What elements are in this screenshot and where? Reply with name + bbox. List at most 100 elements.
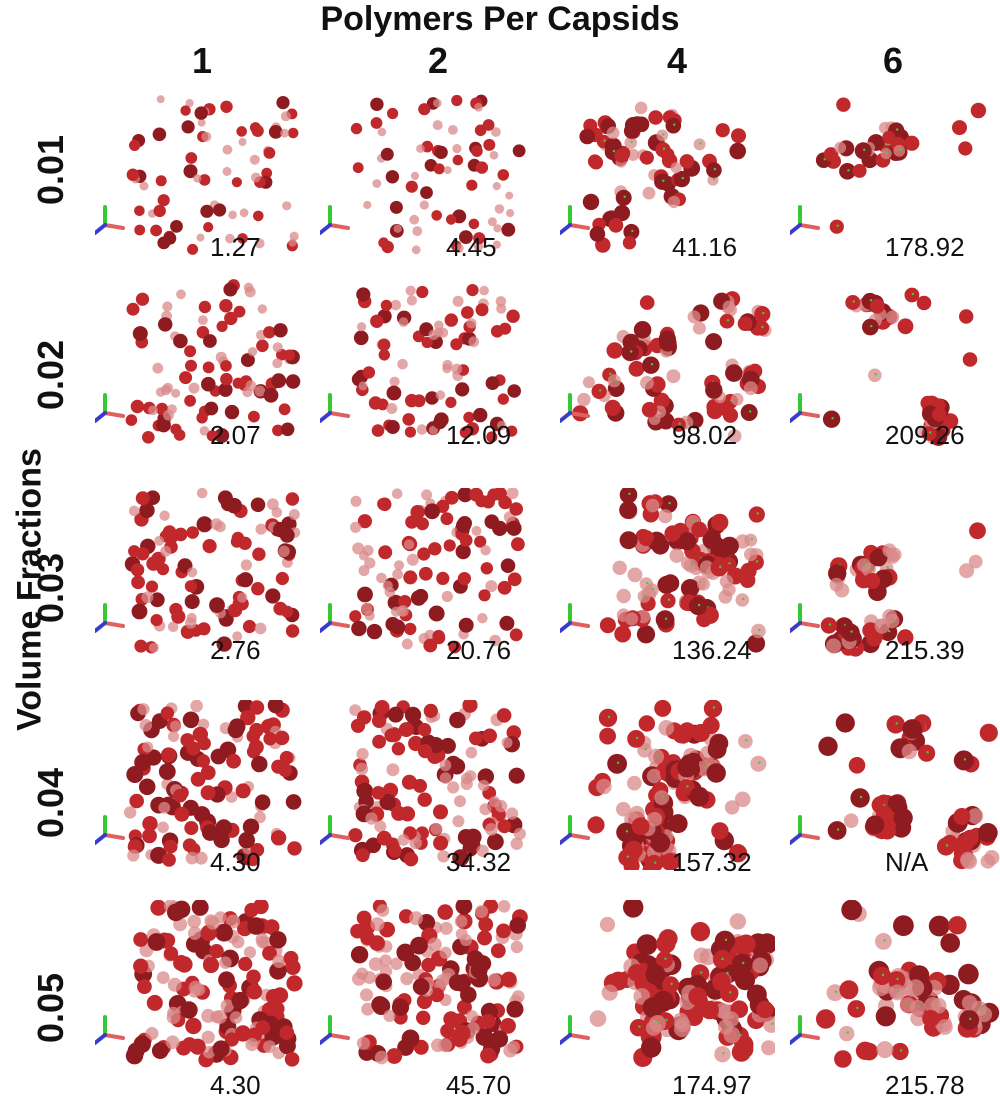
capsid-particle bbox=[497, 393, 509, 405]
capsid-particle bbox=[401, 774, 417, 790]
polymer-bead bbox=[917, 1005, 920, 1008]
capsid-particle bbox=[922, 1010, 940, 1028]
capsid-particle bbox=[179, 371, 193, 385]
polymer-bead bbox=[638, 1025, 641, 1028]
capsid-particle bbox=[862, 622, 879, 639]
polymer-bead bbox=[697, 603, 701, 607]
capsid-particle bbox=[247, 347, 258, 357]
capsid-particle bbox=[513, 827, 526, 840]
polymer-bead bbox=[885, 151, 889, 154]
capsid-particle bbox=[386, 385, 402, 401]
capsid-cluster-render bbox=[790, 713, 1000, 870]
capsid-particle bbox=[689, 786, 710, 807]
capsid-particle bbox=[255, 932, 269, 946]
capsid-particle bbox=[248, 739, 264, 755]
capsid-particle bbox=[174, 806, 190, 822]
capsid-particle bbox=[506, 725, 522, 740]
column-header-4: 4 bbox=[666, 40, 688, 81]
polymer-bead bbox=[881, 973, 885, 977]
capsid-particle bbox=[197, 118, 206, 127]
polymer-bead bbox=[662, 133, 665, 136]
capsid-particle bbox=[606, 126, 620, 140]
cluster-size-value: 174.97 bbox=[672, 1070, 752, 1100]
polymer-bead bbox=[969, 1017, 972, 1021]
capsid-particle bbox=[368, 396, 383, 410]
capsid-particle bbox=[167, 977, 182, 992]
capsid-particle bbox=[857, 558, 871, 573]
capsid-particle bbox=[961, 995, 978, 1011]
capsid-particle bbox=[428, 605, 445, 622]
capsid-particle bbox=[242, 818, 260, 835]
capsid-particle bbox=[215, 923, 233, 942]
capsid-particle bbox=[185, 1017, 202, 1035]
capsid-particle bbox=[855, 1041, 875, 1060]
capsid-particle bbox=[839, 1025, 855, 1042]
capsid-particle bbox=[928, 915, 950, 937]
capsid-particle bbox=[185, 359, 197, 372]
polymer-bead bbox=[635, 736, 639, 740]
capsid-particle bbox=[145, 490, 161, 505]
polymer-bead bbox=[678, 422, 681, 425]
capsid-particle bbox=[722, 407, 739, 423]
capsid-particle bbox=[246, 983, 263, 1000]
capsid-particle bbox=[665, 117, 682, 134]
capsid-particle bbox=[265, 988, 282, 1005]
polymer-bead bbox=[607, 715, 611, 719]
capsid-particle bbox=[138, 778, 156, 796]
capsid-particle bbox=[458, 617, 474, 633]
capsid-particle bbox=[443, 166, 452, 175]
capsid-particle bbox=[434, 145, 448, 159]
capsid-particle bbox=[629, 1019, 648, 1037]
capsid-particle bbox=[368, 957, 383, 971]
capsid-particle bbox=[710, 559, 728, 577]
capsid-particle bbox=[152, 127, 167, 142]
capsid-particle bbox=[589, 1010, 607, 1027]
capsid-particle bbox=[449, 711, 466, 729]
capsid-particle bbox=[455, 900, 473, 915]
capsid-particle bbox=[627, 775, 642, 791]
capsid-particle bbox=[173, 955, 190, 971]
capsid-particle bbox=[648, 748, 665, 765]
capsid-particle bbox=[936, 837, 956, 856]
capsid-particle bbox=[220, 360, 232, 372]
capsid-particle bbox=[272, 342, 283, 353]
capsid-particle bbox=[901, 743, 918, 760]
capsid-particle bbox=[654, 700, 672, 717]
cluster-size-value: 34.32 bbox=[446, 847, 512, 877]
capsid-particle bbox=[500, 971, 517, 988]
capsid-particle bbox=[969, 522, 986, 540]
capsid-particle bbox=[433, 98, 442, 108]
capsid-particle bbox=[836, 97, 851, 112]
capsid-particle bbox=[255, 523, 267, 535]
capsid-particle bbox=[829, 219, 844, 234]
cluster-size-value: 157.32 bbox=[672, 847, 752, 877]
capsid-particle bbox=[410, 171, 420, 180]
polymer-bead bbox=[963, 758, 966, 761]
capsid-particle bbox=[491, 127, 501, 137]
capsid-particle bbox=[360, 988, 373, 1002]
capsid-particle bbox=[240, 709, 256, 726]
capsid-particle bbox=[232, 631, 243, 642]
capsid-particle bbox=[355, 762, 369, 776]
polymer-bead bbox=[651, 588, 654, 591]
capsid-particle bbox=[124, 806, 137, 819]
capsid-particle bbox=[152, 362, 164, 374]
capsid-particle bbox=[477, 613, 488, 624]
capsid-particle bbox=[253, 900, 269, 915]
polymer-bead bbox=[836, 224, 839, 227]
capsid-particle bbox=[599, 916, 616, 933]
capsid-particle bbox=[231, 177, 242, 188]
capsid-particle bbox=[418, 103, 431, 116]
capsid-particle bbox=[465, 422, 480, 436]
capsid-particle bbox=[158, 763, 176, 780]
capsid-particle bbox=[880, 148, 892, 160]
capsid-particle bbox=[868, 368, 882, 383]
orientation-axes-icon bbox=[560, 205, 590, 235]
orientation-axes-icon bbox=[790, 815, 820, 845]
capsid-particle bbox=[623, 223, 640, 240]
capsid-cluster-render bbox=[95, 95, 299, 255]
capsid-particle bbox=[619, 531, 638, 550]
capsid-particle bbox=[272, 424, 284, 437]
capsid-particle bbox=[507, 384, 521, 398]
polymer-bead bbox=[703, 766, 707, 769]
